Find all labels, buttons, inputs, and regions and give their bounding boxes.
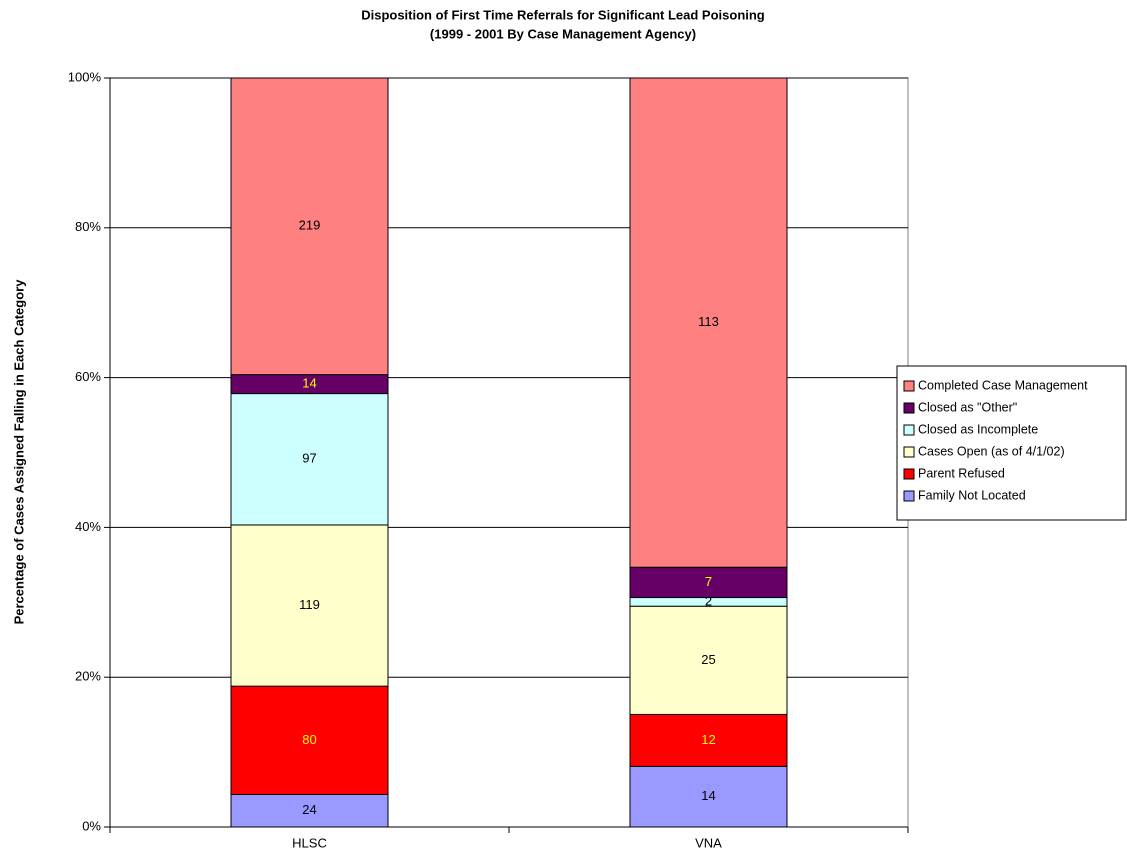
legend-label: Family Not Located: [918, 488, 1026, 502]
bar-segment: [230, 393, 389, 526]
data-label: 113: [698, 314, 719, 329]
legend-label: Cases Open (as of 4/1/02): [918, 444, 1065, 458]
legend-swatch: [903, 402, 915, 414]
y-tick-label: 60%: [75, 369, 101, 384]
legend-swatch: [903, 490, 915, 502]
bar-segment: [230, 524, 389, 687]
bar-segment: [629, 77, 788, 568]
bar-segment: [230, 685, 389, 795]
legend-label: Closed as "Other": [918, 400, 1017, 414]
data-label: 14: [701, 788, 715, 803]
legend-label: Parent Refused: [918, 466, 1005, 480]
chart-subtitle: (1999 - 2001 By Case Management Agency): [430, 26, 696, 41]
plot-area: [109, 77, 909, 828]
y-tick-label: 100%: [68, 69, 102, 84]
data-label: 80: [302, 732, 316, 747]
legend-swatch: [903, 468, 915, 480]
chart-title: Disposition of First Time Referrals for …: [361, 7, 765, 22]
legend-swatch: [903, 380, 915, 392]
y-tick-label: 0%: [82, 818, 101, 833]
bar-segment: [230, 77, 389, 376]
data-label: 14: [302, 376, 316, 391]
data-label: 12: [701, 732, 715, 747]
x-tick-label: VNA: [695, 835, 722, 850]
legend-label: Completed Case Management: [918, 378, 1088, 392]
data-label: 7: [705, 574, 712, 589]
legend-swatch: [903, 424, 915, 436]
bar-segment: [629, 713, 788, 767]
y-axis-title: Percentage of Cases Assigned Falling in …: [11, 279, 26, 625]
data-label: 119: [299, 597, 320, 612]
legend-swatch: [903, 446, 915, 458]
bar-segment: [629, 605, 788, 715]
y-tick-label: 80%: [75, 219, 101, 234]
data-label: 2: [705, 593, 712, 608]
bar-segment: [629, 765, 788, 828]
y-tick-label: 20%: [75, 669, 101, 684]
x-tick-label: HLSC: [292, 835, 327, 850]
bar-segment: [629, 566, 788, 599]
bar-segment: [230, 793, 389, 828]
legend-label: Closed as Incomplete: [918, 422, 1038, 436]
data-label: 219: [299, 218, 321, 233]
data-label: 25: [701, 652, 715, 667]
y-tick-label: 40%: [75, 519, 101, 534]
legend-box: [896, 365, 1127, 521]
data-label: 24: [302, 802, 316, 817]
data-label: 97: [302, 451, 316, 466]
